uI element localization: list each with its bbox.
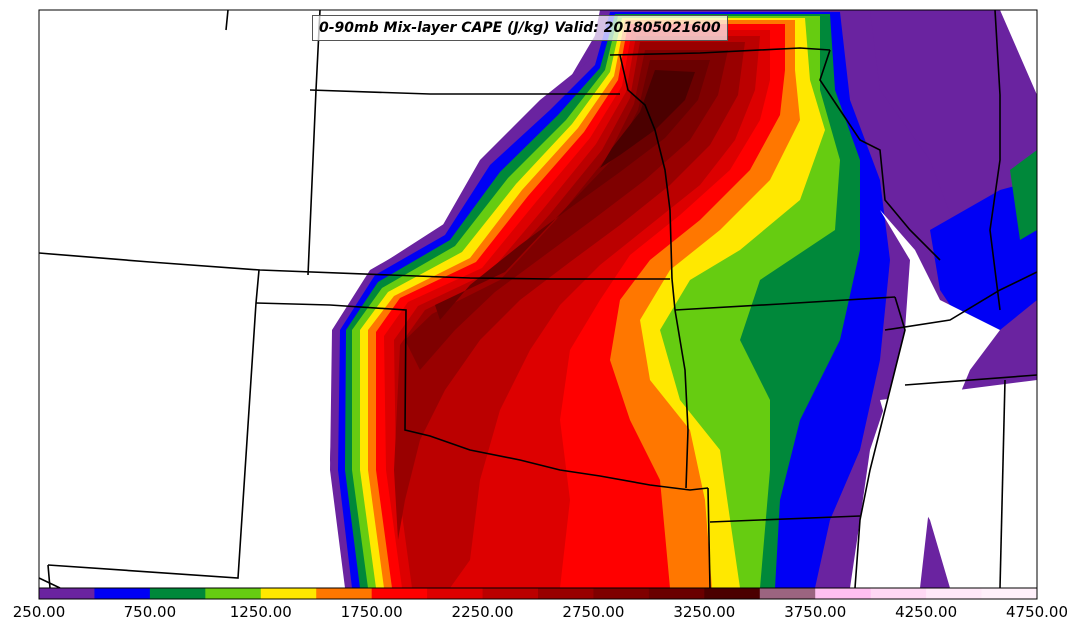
boundary-line	[904, 374, 1037, 386]
colorbar-segment	[538, 588, 594, 599]
colorbar-segment	[593, 588, 650, 599]
boundary-line	[39, 577, 61, 588]
colorbar-tick-label: 1750.00	[340, 603, 403, 621]
colorbar-tick-label: 750.00	[123, 603, 177, 621]
cape-contours	[330, 10, 1037, 588]
colorbar-segment	[94, 588, 151, 599]
colorbar-tick-label: 1250.00	[229, 603, 292, 621]
map-title: 0-90mb Mix-layer CAPE (J/kg) Valid: 2018…	[312, 15, 728, 41]
boundary-line	[225, 10, 229, 31]
colorbar-tick-label: 4250.00	[895, 603, 958, 621]
colorbar-tick-label: 2750.00	[562, 603, 625, 621]
colorbar-segment	[149, 588, 206, 599]
state-boundaries	[39, 10, 1037, 588]
colorbar-segment	[815, 588, 872, 599]
boundary-line	[854, 296, 906, 588]
colorbar-tick-label: 2250.00	[451, 603, 514, 621]
colorbar-tick-label: 250.00	[12, 603, 66, 621]
boundary-line	[989, 10, 1001, 311]
boundary-line	[609, 47, 831, 56]
boundary-line	[709, 515, 861, 523]
cape-eastern-band-green	[1010, 150, 1037, 240]
colorbar-segment	[316, 588, 373, 599]
boundary-line	[39, 252, 670, 280]
colorbar-segment	[870, 588, 927, 599]
boundary-line	[619, 54, 673, 280]
boundary-line	[707, 487, 711, 588]
boundary-line	[671, 278, 689, 489]
colorbar-segment	[482, 588, 539, 599]
colorbar	[39, 588, 1038, 599]
cape-eastern-band	[930, 180, 1037, 330]
colorbar-segment	[648, 588, 705, 599]
boundary-line	[255, 302, 709, 491]
boundary-line	[309, 89, 620, 95]
boundary-line	[999, 379, 1006, 588]
colorbar-tick-label: 4750.00	[1005, 603, 1069, 621]
colorbar-segment	[427, 588, 484, 599]
colorbar-segment	[371, 588, 428, 599]
boundary-line	[819, 49, 941, 261]
colorbar-segment	[260, 588, 317, 599]
boundary-line	[884, 271, 1037, 331]
colorbar-segment	[39, 588, 95, 599]
cape-level-3500	[600, 70, 695, 168]
boundary-line	[674, 296, 896, 311]
colorbar-segment	[981, 588, 1038, 599]
colorbar-tick-label: 3250.00	[673, 603, 736, 621]
colorbar-segment	[759, 588, 816, 599]
boundary-line	[47, 269, 260, 579]
colorbar-segment	[205, 588, 262, 599]
cape-gap-southeast	[880, 380, 1037, 588]
colorbar-frame	[38, 587, 1038, 600]
colorbar-tick-label: 3750.00	[784, 603, 847, 621]
colorbar-segment	[704, 588, 761, 599]
colorbar-segment	[926, 588, 983, 599]
boundary-line	[47, 564, 51, 588]
